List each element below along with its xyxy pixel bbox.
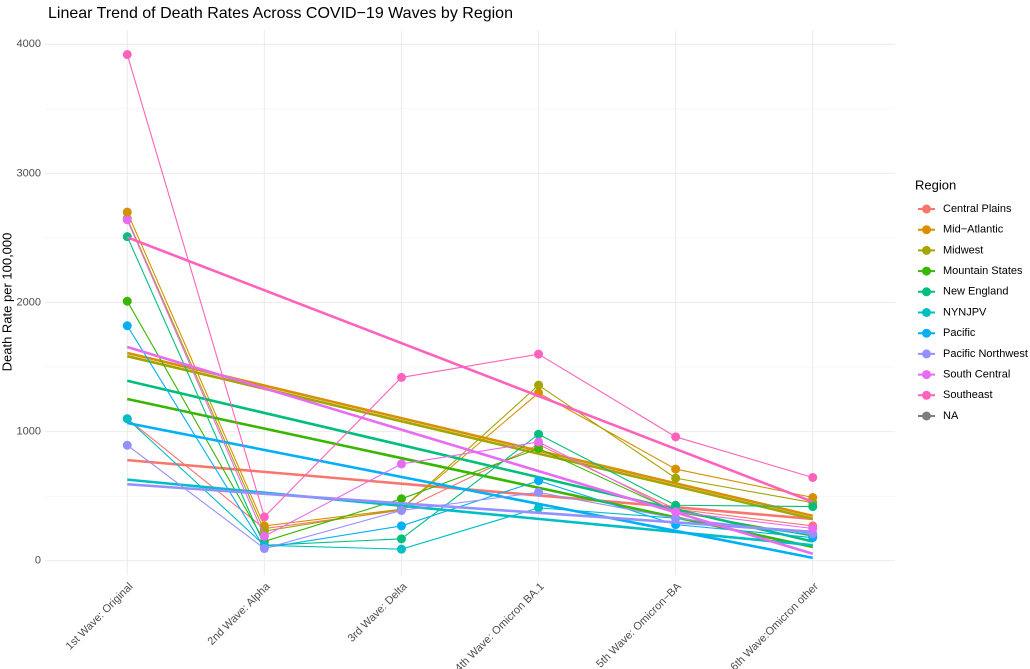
point — [671, 473, 681, 483]
legend-key-point — [922, 245, 931, 255]
point — [534, 349, 544, 359]
legend-key-point — [922, 349, 931, 359]
series-line — [126, 54, 813, 518]
x-tick-label: 1st Wave: Original — [64, 581, 136, 653]
legend-key-point — [922, 225, 931, 235]
y-tick-label: 1000 — [17, 426, 41, 438]
legend-key-point — [922, 328, 931, 338]
legend-key-point — [922, 204, 931, 214]
point — [671, 500, 681, 510]
point — [396, 494, 406, 504]
legend-key-point — [922, 266, 931, 276]
legend-label: NYNJPV — [943, 306, 987, 318]
y-tick-label: 4000 — [17, 38, 41, 50]
legend-label: Southeast — [943, 389, 993, 401]
point — [534, 487, 544, 497]
point — [396, 534, 406, 544]
series-line — [126, 236, 813, 546]
legend-label: South Central — [943, 369, 1010, 381]
y-tick-label: 0 — [35, 555, 41, 567]
legend-label: Pacific — [943, 327, 976, 339]
series-line — [126, 219, 813, 538]
point — [396, 459, 406, 469]
x-tick-label: 2nd Wave: Alpha — [206, 580, 274, 648]
point — [122, 321, 132, 331]
trend-line — [127, 421, 813, 560]
point — [259, 531, 269, 541]
legend-label: Mid−Atlantic — [943, 224, 1004, 236]
legend-label: Central Plains — [943, 203, 1012, 215]
point — [122, 440, 132, 450]
x-tick-label: 5th Wave: Omicron−BA — [594, 580, 684, 669]
chart-title: Linear Trend of Death Rates Across COVID… — [48, 5, 513, 22]
point — [534, 380, 544, 390]
series-line — [126, 325, 813, 549]
point — [534, 437, 544, 447]
point — [396, 505, 406, 515]
y-axis-title: Death Rate per 100,000 — [0, 233, 14, 372]
legend-label: Midwest — [943, 244, 983, 256]
series-line — [126, 218, 813, 532]
trend-line — [126, 345, 814, 556]
y-tick-label: 3000 — [17, 167, 41, 179]
legend-key-point — [922, 287, 931, 297]
point — [396, 521, 406, 531]
point — [396, 544, 406, 554]
point — [396, 372, 406, 382]
trend-line — [126, 397, 814, 549]
point — [671, 507, 681, 517]
series-line — [126, 444, 813, 550]
legend-key-point — [922, 390, 931, 400]
x-tick-label: 6th Wave:Omicron other — [728, 580, 821, 669]
point — [122, 207, 132, 217]
legend-title: Region — [915, 177, 956, 192]
point — [122, 296, 132, 306]
point — [671, 513, 681, 523]
point — [122, 50, 132, 60]
point — [259, 544, 269, 554]
legend-label: Mountain States — [943, 265, 1023, 277]
legend-label: New England — [943, 286, 1008, 298]
point — [534, 429, 544, 439]
point — [534, 476, 544, 486]
legend-key-point — [922, 308, 931, 317]
legend-key-point — [922, 411, 931, 421]
point — [534, 443, 544, 453]
y-tick-label: 2000 — [17, 296, 41, 308]
point — [671, 464, 681, 474]
legend-label: Pacific Northwest — [943, 348, 1028, 360]
point — [259, 512, 269, 522]
point — [122, 215, 132, 225]
point — [808, 524, 818, 534]
point — [808, 502, 818, 512]
point — [808, 472, 818, 482]
point — [671, 432, 681, 442]
legend-label: NA — [943, 410, 959, 422]
legend-key-point — [922, 370, 931, 380]
x-tick-label: 4th Wave: Omicron BA.1 — [453, 581, 547, 669]
point — [122, 414, 132, 424]
trend-line — [126, 236, 814, 503]
trend-line — [127, 482, 813, 534]
x-tick-label: 3rd Wave: Delta — [346, 580, 411, 645]
trend-line — [126, 354, 814, 520]
